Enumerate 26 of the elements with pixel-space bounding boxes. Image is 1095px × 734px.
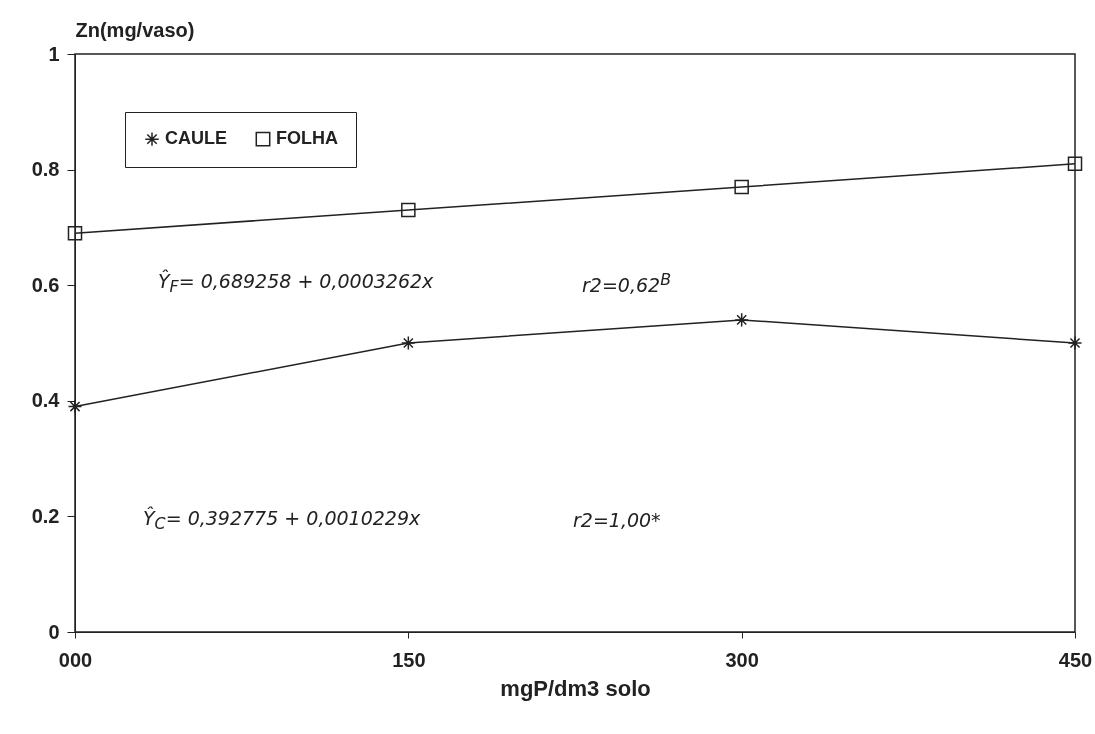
y-axis-title: Zn(mg/vaso): [75, 18, 195, 41]
y-tick-label: 0.4: [31, 389, 61, 412]
legend-label: CAULE: [165, 128, 227, 149]
point: [734, 179, 749, 195]
x-tick-label: 150: [392, 648, 426, 671]
point: [734, 312, 749, 328]
point: [1067, 156, 1083, 172]
x-tick-label: 300: [725, 648, 759, 671]
point: [67, 399, 83, 414]
y-tick-label: 0.2: [31, 504, 60, 527]
annotation: r2=1,00*: [573, 509, 661, 531]
point: [401, 335, 416, 351]
point: [401, 202, 416, 218]
annotation: Ŷ$_{C}$= 0,392775 + 0,0010229x: [143, 506, 421, 534]
annotation: Ŷ$_{F}$= 0,689258 + 0,0003262x: [158, 269, 434, 297]
y-tick-label: 0.6: [31, 273, 60, 296]
x-axis-title: mgP/dm3 solo: [500, 675, 651, 701]
x-tick-label: 450: [1058, 648, 1093, 671]
point: [67, 225, 83, 241]
x-tick-label: 000: [58, 648, 93, 671]
y-tick-label: 0.8: [31, 158, 60, 181]
legend-label: FOLHA: [276, 128, 338, 149]
point: [1067, 335, 1083, 351]
annotation: r2=0,62$^{B}$: [582, 269, 671, 297]
y-tick-label: 0: [48, 620, 60, 643]
y-tick-label: 1: [48, 42, 60, 65]
